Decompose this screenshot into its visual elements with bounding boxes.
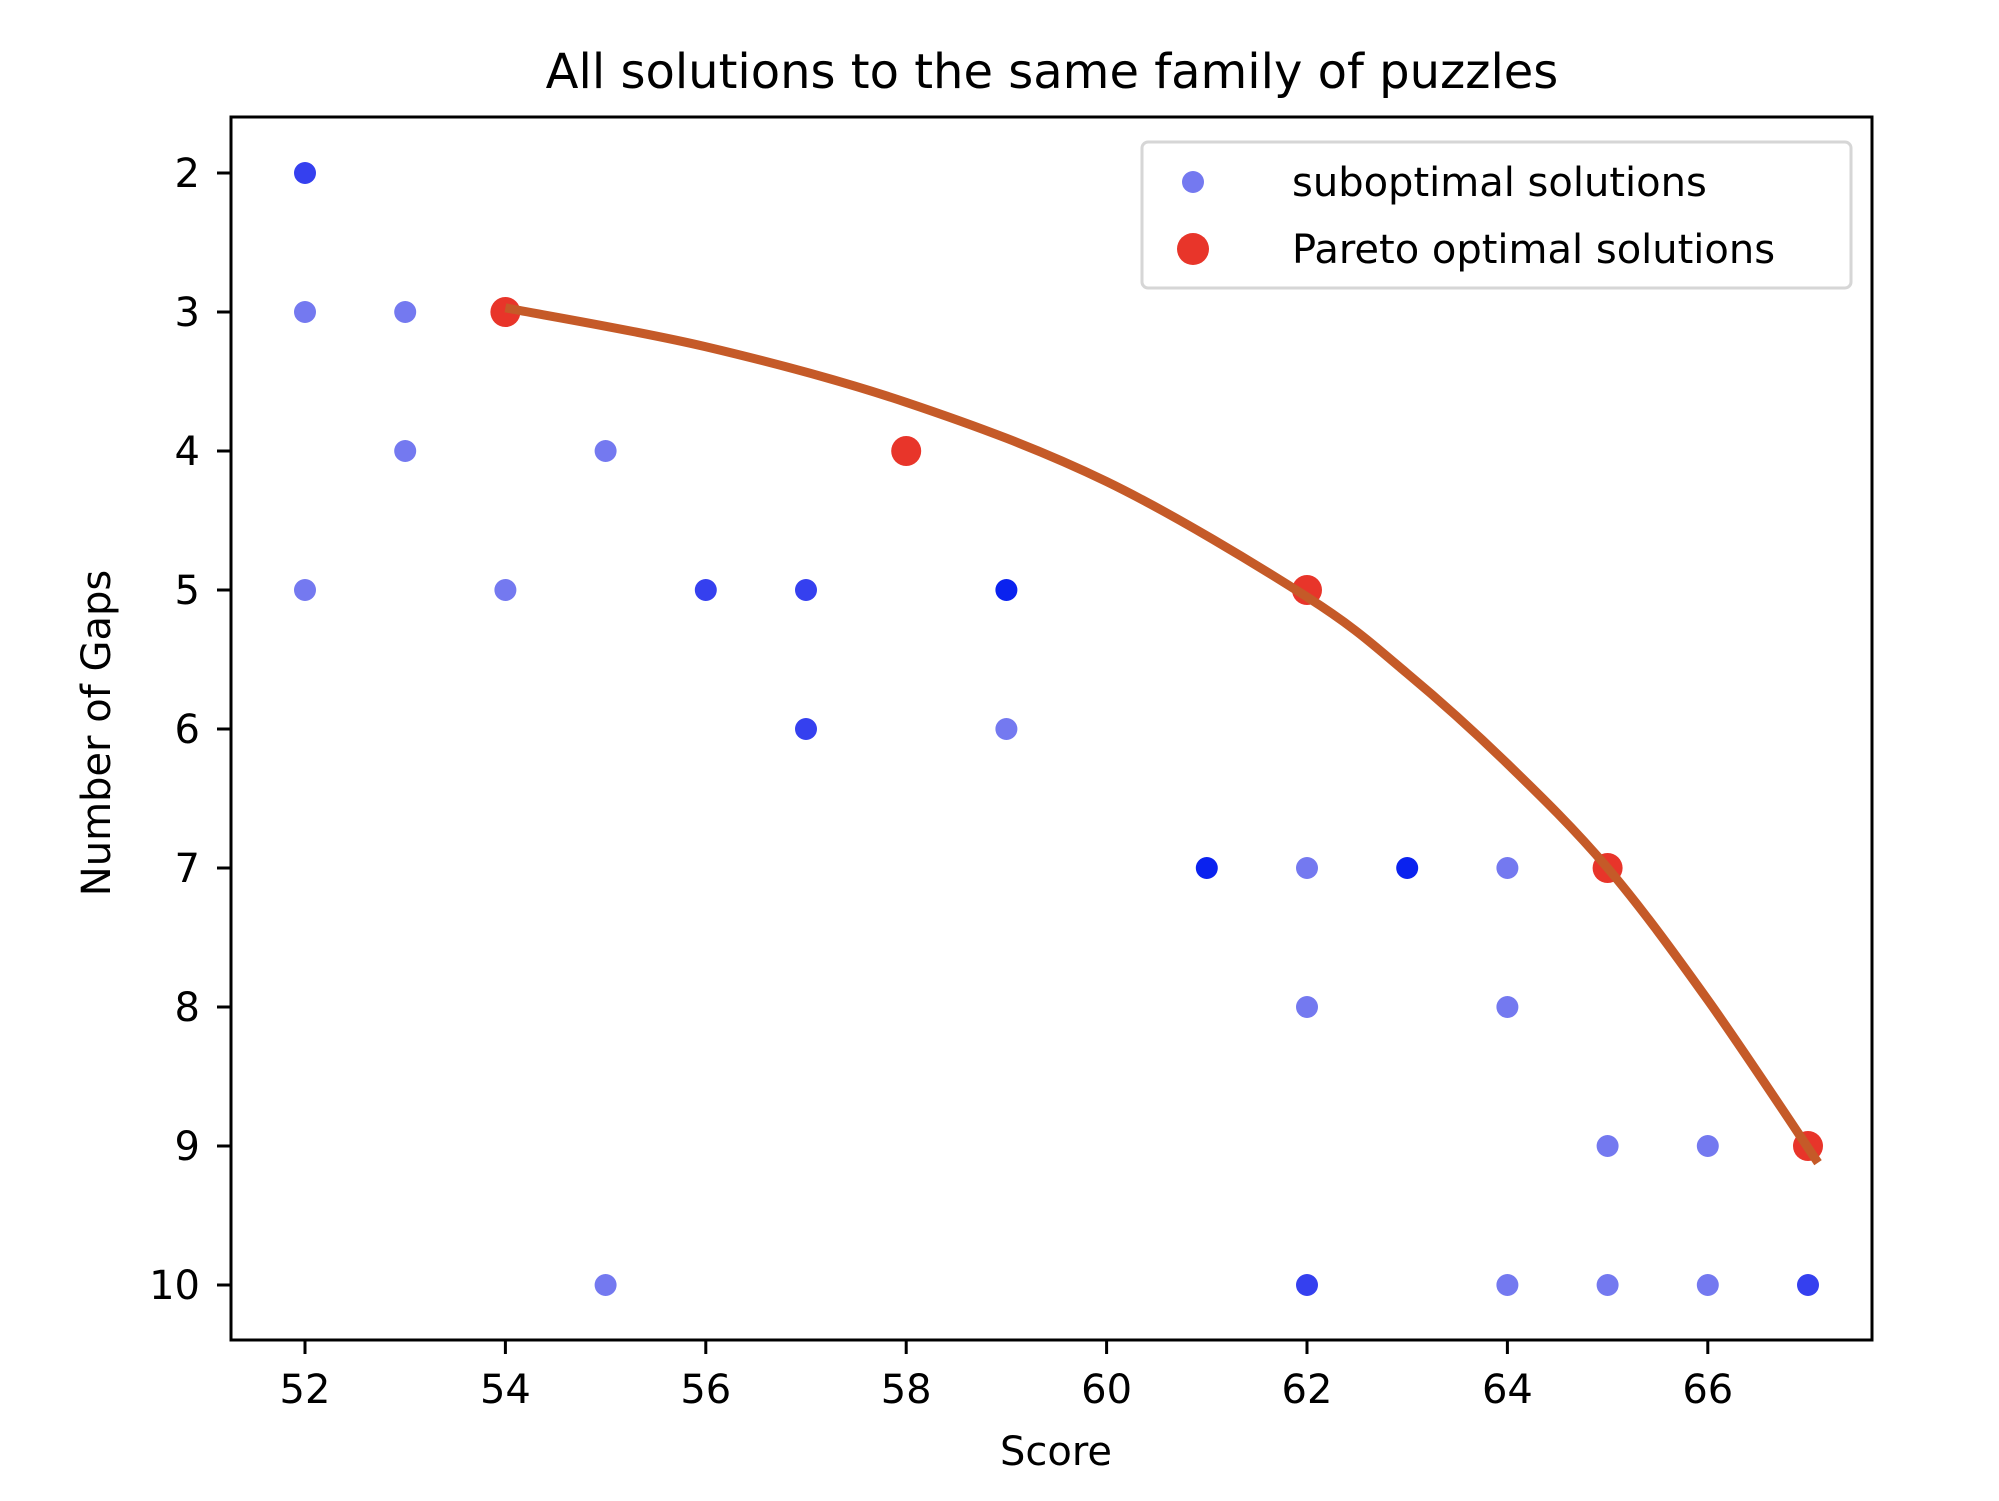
data-points [294,162,1823,1296]
x-tick-label: 58 [881,1367,932,1413]
suboptimal-point [394,301,417,323]
pareto-front-line [504,303,1822,1166]
suboptimal-point [294,579,316,601]
legend-suboptimal-label: suboptimal solutions [1292,160,1707,206]
pareto-point [891,436,922,466]
y-tick-label: 4 [175,429,200,475]
suboptimal-point [294,162,316,184]
suboptimal-point [1396,857,1419,879]
legend-suboptimal-marker-icon [1182,171,1204,193]
y-tick-label: 3 [175,290,200,336]
y-tick-label: 6 [175,707,200,753]
legend-pareto-label: Pareto optimal solutions [1292,227,1775,273]
legend: suboptimal solutions Pareto optimal solu… [1140,140,1853,290]
legend-box [1140,140,1853,290]
suboptimal-point [494,579,517,601]
suboptimal-point [1296,857,1318,879]
x-axis-ticks: 52 54 56 58 60 62 64 66 [280,1340,1733,1413]
suboptimal-point [1195,857,1218,879]
y-axis-label: Number of Gaps [74,570,120,896]
suboptimal-point [594,440,617,462]
suboptimal-point [1696,1274,1719,1296]
chart-title: All solutions to the same family of puzz… [546,44,1559,100]
x-tick-label: 66 [1682,1367,1733,1413]
x-tick-label: 54 [480,1367,531,1413]
suboptimal-point [1496,996,1519,1018]
suboptimal-point [694,579,717,601]
y-tick-label: 7 [175,846,200,892]
suboptimal-point [1496,857,1519,879]
suboptimal-point [1296,996,1318,1018]
suboptimal-point [1496,1274,1519,1296]
suboptimal-point [795,579,817,601]
y-tick-label: 9 [175,1124,200,1170]
suboptimal-point [995,718,1018,740]
suboptimal-point [1296,1274,1318,1296]
x-tick-label: 60 [1081,1367,1132,1413]
suboptimal-point [995,579,1018,601]
suboptimal-point [1596,1274,1619,1296]
suboptimal-point [1696,1135,1719,1157]
y-tick-label: 8 [175,985,200,1031]
y-tick-label: 2 [175,151,200,197]
suboptimal-point [795,718,817,740]
suboptimal-point [394,440,417,462]
suboptimal-point [294,301,316,323]
x-tick-label: 62 [1282,1367,1333,1413]
x-tick-label: 56 [680,1367,731,1413]
x-tick-label: 64 [1482,1367,1533,1413]
suboptimal-point [1797,1274,1819,1296]
legend-pareto-marker-icon [1177,233,1209,265]
x-tick-label: 52 [280,1367,331,1413]
y-axis-ticks: 2 3 4 5 6 7 8 9 10 [149,151,231,1309]
y-tick-label: 5 [175,568,200,614]
suboptimal-point [1596,1135,1619,1157]
suboptimal-point [594,1274,617,1296]
y-tick-label: 10 [149,1263,200,1309]
x-axis-label: Score [1000,1429,1112,1475]
